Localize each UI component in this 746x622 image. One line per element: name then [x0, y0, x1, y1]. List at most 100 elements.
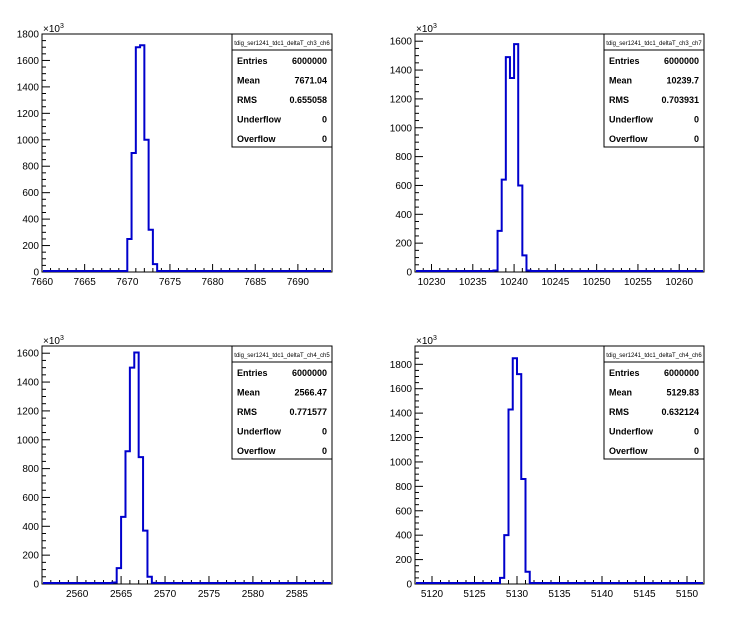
histogram-bin [144, 140, 148, 272]
histogram-bin [530, 583, 534, 584]
stats-box-frame [231, 345, 333, 460]
y-tick-label: 400 [395, 531, 412, 542]
stats-value: 0 [322, 115, 327, 125]
x-tick-label: 7670 [116, 277, 139, 288]
stats-label: Mean [237, 76, 260, 86]
stats-value: 0.703931 [661, 95, 699, 105]
y-tick-label: 1400 [390, 409, 413, 420]
stats-box-frame [231, 33, 333, 148]
histogram-bin [117, 568, 121, 584]
y-tick-label: 1800 [17, 30, 40, 41]
y-exponent-base: ×10 [43, 336, 60, 347]
histogram-line [43, 351, 331, 584]
y-tick-label: 1000 [17, 435, 40, 446]
y-tick-label: 200 [22, 551, 39, 562]
histogram-bin [123, 271, 127, 272]
y-tick-label: 0 [406, 268, 412, 279]
histogram-bin [506, 57, 510, 272]
x-tick-label: 10250 [583, 277, 611, 288]
x-tick-label: 2575 [198, 589, 221, 600]
y-tick-label: 400 [22, 522, 39, 533]
histogram-bin [493, 271, 497, 272]
y-tick-label: 200 [22, 241, 39, 252]
histogram-bin [502, 180, 506, 272]
y-tick-label: 0 [33, 268, 39, 279]
x-tick-label: 5120 [421, 589, 444, 600]
y-tick-label: 800 [395, 482, 412, 493]
histogram-bin [514, 44, 518, 272]
stats-value: 0 [322, 134, 327, 144]
stats-value: 0.632124 [661, 407, 699, 417]
y-tick-label: 1800 [390, 360, 413, 371]
histogram-bin [139, 457, 143, 584]
y-tick-label: 1000 [390, 123, 413, 134]
histogram-pad-2: 0 200 400 600 800 1000 1200 1400 1600 10230 10235 1… [390, 23, 705, 288]
stats-label: RMS [609, 95, 629, 105]
stats-label: Entries [237, 368, 268, 378]
histogram-bin [157, 271, 161, 272]
histogram-pad-1: 0 200 400 600 800 1000 1200 1400 1600 1800 7660 766… [17, 23, 333, 288]
stats-box: tdig_ser1241_tdc1_deltaT_ch4_ch6 Entries 6… [603, 345, 705, 460]
stats-title: tdig_ser1241_tdc1_deltaT_ch4_ch6 [606, 353, 702, 359]
x-tick-label: 10235 [459, 277, 487, 288]
y-tick-label: 1600 [390, 384, 413, 395]
y-tick-label: 1400 [390, 66, 413, 77]
stats-value: 0.771577 [289, 407, 327, 417]
x-tick-label: 2565 [110, 589, 133, 600]
x-tick-label: 2580 [242, 589, 265, 600]
histogram-bin [147, 577, 151, 584]
stats-label: Mean [237, 388, 260, 398]
y-tick-label: 0 [406, 580, 412, 591]
x-tick-label: 10240 [500, 277, 528, 288]
histogram-bin [522, 255, 526, 272]
histogram-bin [149, 230, 153, 272]
y-tick-label: 1000 [390, 457, 413, 468]
stats-label: RMS [237, 407, 257, 417]
stats-label: Mean [609, 76, 632, 86]
x-tick-label: 10245 [541, 277, 569, 288]
x-tick-label: 2570 [154, 589, 177, 600]
histogram-bin [517, 374, 521, 584]
histogram-bin [140, 45, 144, 272]
histogram-bin [130, 368, 134, 584]
histogram-bin [513, 358, 517, 584]
stats-value: 0 [694, 134, 699, 144]
x-tick-label: 7675 [159, 277, 182, 288]
y-tick-label: 600 [22, 188, 39, 199]
stats-value: 0 [694, 427, 699, 437]
x-tick-label: 5150 [676, 589, 699, 600]
stats-label: Entries [237, 56, 268, 66]
x-tick-label: 5145 [633, 589, 656, 600]
histogram-bin [153, 264, 157, 272]
x-tick-label: 7685 [244, 277, 267, 288]
x-tick-label: 7660 [31, 277, 54, 288]
histogram-bin [504, 535, 508, 584]
y-tick-label: 1600 [17, 349, 40, 360]
stats-label: Underflow [237, 427, 282, 437]
stats-label: Overflow [609, 446, 649, 456]
stats-label: RMS [609, 407, 629, 417]
stats-label: Overflow [609, 134, 649, 144]
stats-box: tdig_ser1241_tdc1_deltaT_ch3_ch6 Entries 6… [231, 33, 333, 148]
histogram-bin [125, 451, 129, 584]
stats-value: 10239.7 [666, 76, 699, 86]
y-exponent-label: ×103 [416, 23, 437, 35]
y-exponent-power: 3 [433, 23, 437, 30]
stats-value: 5129.83 [666, 388, 699, 398]
x-tick-label: 10255 [624, 277, 652, 288]
y-exponent-label: ×103 [43, 335, 64, 347]
y-tick-label: 600 [395, 506, 412, 517]
y-tick-label: 200 [395, 239, 412, 250]
histogram-bin [136, 47, 140, 272]
y-tick-label: 600 [22, 493, 39, 504]
y-tick-label: 200 [395, 555, 412, 566]
y-exponent-label: ×103 [43, 23, 64, 35]
stats-title: tdig_ser1241_tdc1_deltaT_ch3_ch7 [606, 41, 702, 47]
x-tick-label: 2585 [286, 589, 309, 600]
y-exponent-power: 3 [60, 335, 64, 342]
y-exponent-base: ×10 [416, 24, 433, 35]
stats-title: tdig_ser1241_tdc1_deltaT_ch4_ch5 [234, 353, 330, 359]
y-tick-label: 800 [22, 464, 39, 475]
histogram-bin [127, 239, 131, 272]
